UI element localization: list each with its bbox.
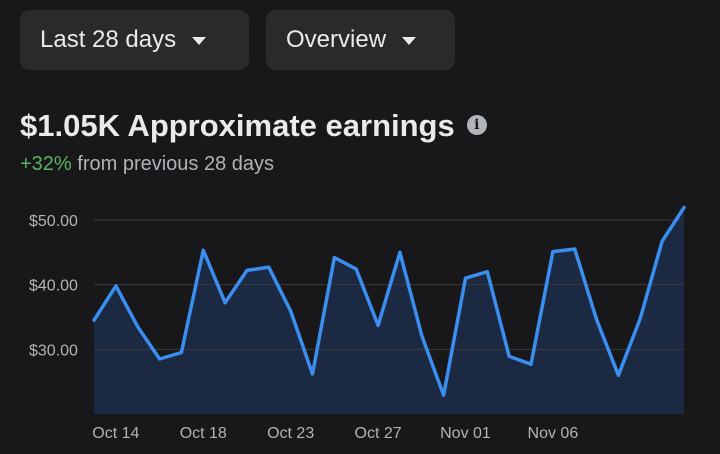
data-point	[376, 323, 380, 327]
area-fill	[94, 207, 684, 414]
y-tick-label: $30.00	[29, 342, 78, 359]
caret-down-icon	[402, 37, 417, 45]
earnings-chart: $30.00 $40.00 $50.00 Oct 14 Oct 18 Oct 23 Oct …	[29, 205, 686, 442]
data-point	[573, 247, 577, 251]
date-range-dropdown[interactable]: Last 28 days	[20, 10, 249, 70]
data-point	[158, 357, 162, 361]
data-point	[114, 284, 118, 288]
earnings-title: $1.05K Approximate earnings	[20, 108, 455, 143]
data-point	[463, 276, 467, 280]
data-point	[551, 250, 555, 254]
data-point	[616, 373, 620, 377]
data-point	[420, 334, 424, 338]
data-point	[398, 250, 402, 254]
x-tick-label: Nov 06	[528, 425, 579, 442]
y-tick-label: $50.00	[29, 213, 78, 230]
data-point	[223, 301, 227, 305]
x-tick-label: Nov 01	[440, 425, 491, 442]
data-point	[245, 268, 249, 272]
data-point	[485, 270, 489, 274]
data-point	[354, 267, 358, 271]
change-text: from previous 28 days	[71, 153, 275, 175]
data-point	[529, 362, 533, 366]
data-point	[507, 354, 511, 358]
earnings-line	[92, 205, 686, 397]
date-range-label: Last 28 days	[40, 26, 177, 53]
data-point	[179, 351, 183, 355]
data-point	[311, 372, 315, 376]
x-tick-label: Oct 14	[92, 425, 139, 442]
data-point	[682, 206, 686, 210]
data-point	[638, 316, 642, 320]
x-tick-label: Oct 18	[180, 425, 227, 442]
data-point	[267, 265, 271, 269]
view-label: Overview	[286, 26, 387, 53]
data-point	[595, 318, 599, 322]
data-point	[442, 393, 446, 397]
caret-down-icon	[192, 37, 207, 45]
data-point	[289, 309, 293, 313]
data-point	[92, 318, 96, 322]
data-point	[136, 325, 140, 329]
x-tick-label: Oct 27	[355, 425, 402, 442]
data-point	[332, 255, 336, 259]
earnings-headline: $1.05K Approximate earnings i	[20, 108, 487, 144]
earnings-change: +32% from previous 28 days	[20, 153, 274, 176]
data-point	[660, 239, 664, 243]
view-dropdown[interactable]: Overview	[266, 10, 455, 70]
y-tick-label: $40.00	[29, 278, 78, 295]
change-percent: +32%	[20, 153, 72, 175]
x-tick-label: Oct 23	[267, 425, 314, 442]
info-icon[interactable]: i	[466, 115, 487, 135]
data-point	[201, 248, 205, 252]
